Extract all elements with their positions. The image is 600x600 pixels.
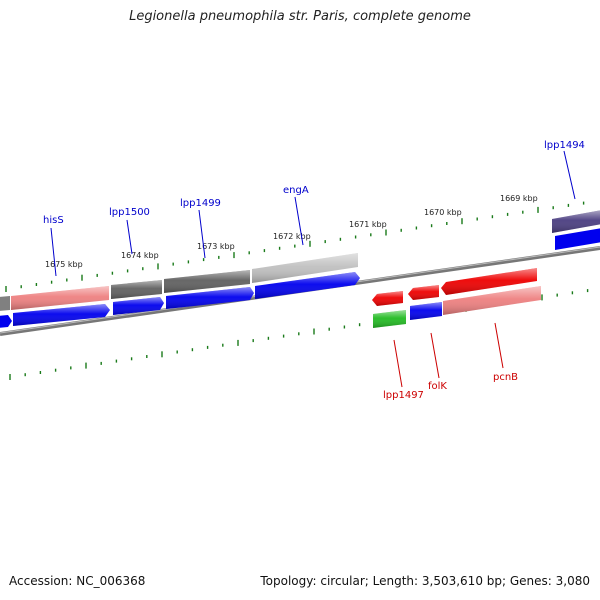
leader-line-lpp1499	[198, 209, 206, 259]
gloss-overlay	[164, 270, 250, 293]
gene-label-lpp1500[interactable]: lpp1500	[109, 207, 150, 218]
gloss-overlay	[113, 297, 164, 315]
scale-label-1674: 1674 kbp	[121, 251, 159, 260]
scale-label-1670: 1670 kbp	[424, 208, 462, 217]
reverse-feature-track	[372, 268, 541, 328]
gloss-overlay	[252, 253, 358, 283]
gloss-overlay	[408, 285, 439, 300]
gloss-overlay	[13, 304, 110, 326]
gloss-overlay	[410, 302, 442, 320]
gloss-overlay	[373, 310, 406, 328]
gene-label-pcnB[interactable]: pcnB	[493, 372, 518, 383]
gene-label-engA[interactable]: engA	[283, 185, 309, 196]
gene-label-lpp1494[interactable]: lpp1494	[544, 140, 585, 151]
leader-line-hisS	[50, 227, 57, 277]
map-title: Legionella pneumophila str. Paris, compl…	[129, 9, 471, 24]
scale-label-1673: 1673 kbp	[197, 242, 235, 251]
gene-bar-hisS-context[interactable]	[0, 296, 10, 311]
gloss-overlay	[255, 272, 360, 299]
outer-feature-track	[0, 210, 600, 311]
topology-text: Topology: circular; Length: 3,503,610 bp…	[260, 574, 590, 588]
gloss-overlay	[166, 287, 254, 309]
leader-line-pcnB	[494, 322, 504, 369]
scale-label-1669: 1669 kbp	[500, 194, 538, 203]
forward-cds-track	[0, 228, 600, 328]
scale-label-1672: 1672 kbp	[273, 232, 311, 241]
gloss-overlay	[443, 286, 541, 315]
gloss-overlay	[11, 286, 109, 310]
outer-tick-track	[5, 201, 585, 292]
gene-label-lpp1497[interactable]: lpp1497	[383, 390, 424, 401]
cds-arrow-left-edge[interactable]	[0, 315, 12, 328]
gloss-overlay	[552, 210, 600, 233]
leader-line-lpp1494	[563, 150, 576, 200]
leader-line-folK	[430, 332, 440, 379]
scale-label-1671: 1671 kbp	[349, 220, 387, 229]
gloss-overlay	[441, 268, 537, 295]
accession-text: Accession: NC_006368	[9, 574, 146, 588]
leader-line-lpp1497	[393, 339, 403, 388]
gene-label-folK[interactable]: folK	[428, 381, 447, 392]
cds-arrow-lpp1494[interactable]	[555, 228, 600, 250]
leader-line-lpp1500	[126, 219, 133, 255]
gloss-overlay	[372, 291, 403, 306]
gene-label-hisS[interactable]: hisS	[43, 215, 64, 226]
gene-label-lpp1499[interactable]: lpp1499	[180, 198, 221, 209]
leader-line-engA	[294, 196, 304, 246]
gloss-overlay	[111, 280, 162, 299]
scale-label-1675: 1675 kbp	[45, 260, 83, 269]
